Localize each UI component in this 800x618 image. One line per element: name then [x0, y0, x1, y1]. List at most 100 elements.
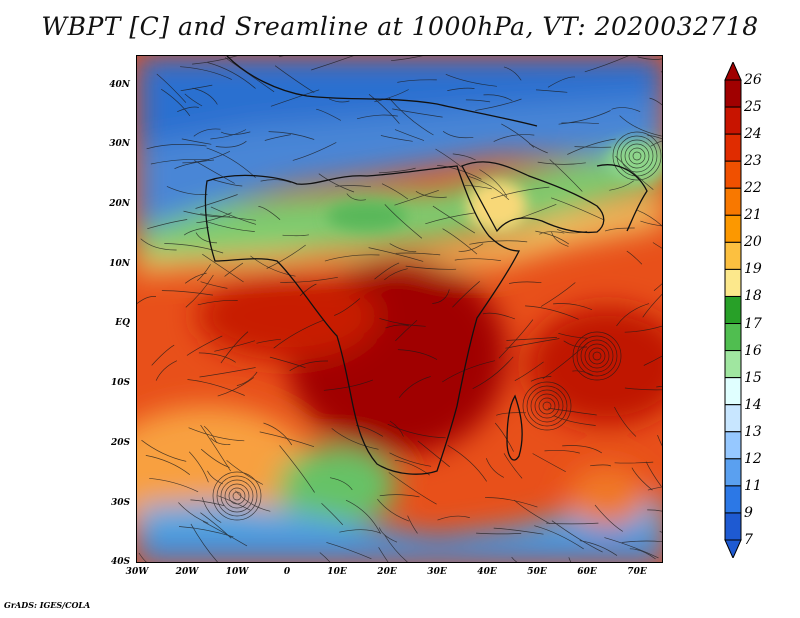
streamline: [631, 467, 653, 491]
streamline: [378, 547, 389, 562]
streamline: [155, 360, 178, 381]
streamline: [146, 144, 207, 150]
streamline: [150, 158, 210, 165]
streamline: [452, 281, 480, 308]
field-sa-green: [277, 446, 397, 526]
streamline: [389, 452, 432, 467]
streamline: [626, 250, 643, 265]
field-north-colder: [137, 56, 662, 146]
streamline: [264, 134, 291, 141]
streamline: [258, 206, 281, 220]
streamline: [273, 319, 324, 349]
streamline-vortex: [534, 393, 560, 419]
streamline: [609, 180, 634, 191]
streamline: [140, 238, 177, 251]
streamline: [493, 134, 535, 142]
streamline: [544, 450, 580, 454]
streamline: [331, 428, 379, 450]
streamline: [525, 305, 579, 320]
streamline: [458, 243, 484, 252]
streamline: [392, 108, 443, 118]
streamline: [200, 213, 256, 221]
streamline: [442, 360, 495, 383]
streamline-vortex: [542, 401, 552, 411]
streamline: [558, 110, 611, 125]
streamline: [185, 274, 214, 308]
streamline: [532, 453, 566, 473]
field-sindian-orange: [567, 466, 647, 526]
streamline: [198, 352, 236, 363]
streamline: [548, 407, 597, 416]
lon-label: 40E: [477, 567, 497, 577]
colorbar-tick-label: 11: [744, 477, 762, 494]
streamline: [509, 281, 542, 284]
streamline: [318, 173, 355, 193]
colorbar-cell: [724, 106, 742, 135]
colorbar-cell: [724, 485, 742, 514]
lat-label: 30S: [110, 498, 130, 508]
streamline: [445, 73, 497, 87]
streamline: [385, 324, 410, 329]
field-indian-hot: [527, 306, 662, 426]
africa-coastline: [204, 165, 521, 475]
streamline: [205, 220, 255, 232]
colorbar-cell: [724, 295, 742, 325]
streamline: [551, 231, 569, 247]
map-field-svg: [137, 56, 662, 562]
streamline: [652, 242, 662, 249]
lon-label: 20E: [377, 567, 397, 577]
colorbar-tick-label: 25: [744, 99, 762, 116]
streamline: [614, 406, 637, 437]
streamline: [469, 240, 528, 245]
streamline: [137, 296, 157, 304]
streamline-vortex: [228, 487, 246, 505]
streamline: [339, 529, 381, 534]
streamline: [374, 262, 400, 280]
streamline: [547, 76, 576, 88]
streamline: [207, 62, 256, 89]
streamline-vortex: [212, 471, 262, 521]
streamline: [493, 527, 544, 535]
streamline: [475, 98, 522, 111]
streamline: [615, 155, 654, 190]
lon-label: 50E: [527, 567, 547, 577]
streamline: [395, 320, 418, 342]
colorbar-cells: [724, 60, 742, 560]
colorbar-cell: [724, 431, 742, 460]
streamline: [328, 98, 350, 103]
field-south-colder: [137, 536, 662, 562]
colorbar-tick-label: 18: [744, 288, 762, 305]
streamline: [200, 448, 230, 468]
streamline: [161, 290, 213, 296]
lat-label: 20N: [109, 199, 130, 209]
streamline: [236, 371, 258, 386]
streamline: [188, 451, 209, 483]
streamline: [465, 99, 491, 103]
streamline: [503, 66, 522, 81]
streamline-vortex: [538, 397, 556, 415]
streamline: [518, 203, 557, 219]
streamline: [389, 420, 404, 437]
streamline-vortex: [616, 135, 658, 177]
streamline: [604, 537, 659, 559]
streamline: [210, 129, 247, 140]
streamline: [650, 140, 662, 147]
streamline: [454, 258, 501, 261]
streamline: [503, 453, 523, 479]
streamline-vortex: [216, 475, 258, 517]
streamline-vortex: [220, 479, 254, 513]
streamline: [425, 212, 476, 225]
streamline: [534, 525, 584, 550]
streamline: [202, 521, 248, 547]
streamline: [637, 209, 662, 227]
streamline: [574, 146, 612, 148]
streamline: [321, 502, 344, 526]
grads-credit: GrADS: IGES/COLA: [4, 600, 91, 610]
streamline: [482, 312, 516, 320]
colorbar-tick-label: 16: [744, 342, 762, 359]
streamline: [624, 387, 662, 391]
streamline: [289, 360, 329, 371]
colorbar-tick-label: 15: [744, 369, 762, 386]
streamline: [653, 283, 662, 291]
streamline: [190, 523, 218, 562]
